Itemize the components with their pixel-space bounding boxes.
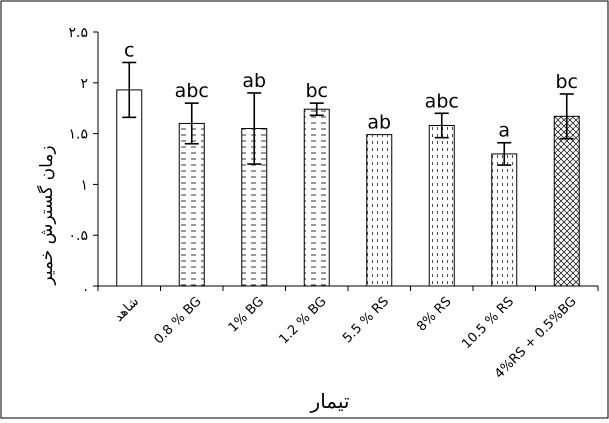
x-tick-label: 1.2 % BG [277,294,330,347]
x-tick-label: 5.5 % RS [340,294,392,346]
significance-letter: ab [242,70,266,92]
bar [241,128,268,287]
y-tick-label: ۲.۵ [69,25,89,41]
y-tick-label: ۱.۵ [69,127,89,143]
x-tick-label: شاهد [111,294,142,325]
significance-letter: c [124,39,134,61]
x-tick-label: 8% RS [414,294,454,334]
significance-letter: a [498,120,510,142]
axes [93,31,599,291]
y-tick-label: ۰.۵ [69,228,89,244]
y-tick-label: ۱ [80,177,88,193]
bar [428,124,455,287]
y-axis-label: زمان گسترش خمیر [36,145,57,285]
x-tick-label: 10.5 % RS [459,294,517,352]
bar [366,134,393,287]
x-tick-label: 1% BG [226,294,267,335]
bar [553,115,580,287]
significance-letter: abc [425,90,459,112]
y-tick-label: ۲ [80,76,88,92]
significance-letter: bc [305,80,328,102]
bar [491,153,518,287]
significance-letter: bc [555,71,578,93]
bar [303,108,330,287]
y-tick-label: . [84,279,88,295]
significance-letter: ab [367,112,391,134]
bar [178,122,205,287]
x-axis-label: تیمار [310,389,350,413]
bars [116,61,580,287]
significance-letter: abc [175,80,209,102]
x-tick-label: 0.8 % BG [152,294,205,347]
bar [116,89,143,287]
